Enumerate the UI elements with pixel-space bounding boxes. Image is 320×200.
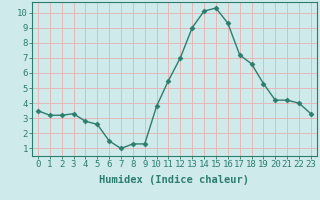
- X-axis label: Humidex (Indice chaleur): Humidex (Indice chaleur): [100, 175, 249, 185]
